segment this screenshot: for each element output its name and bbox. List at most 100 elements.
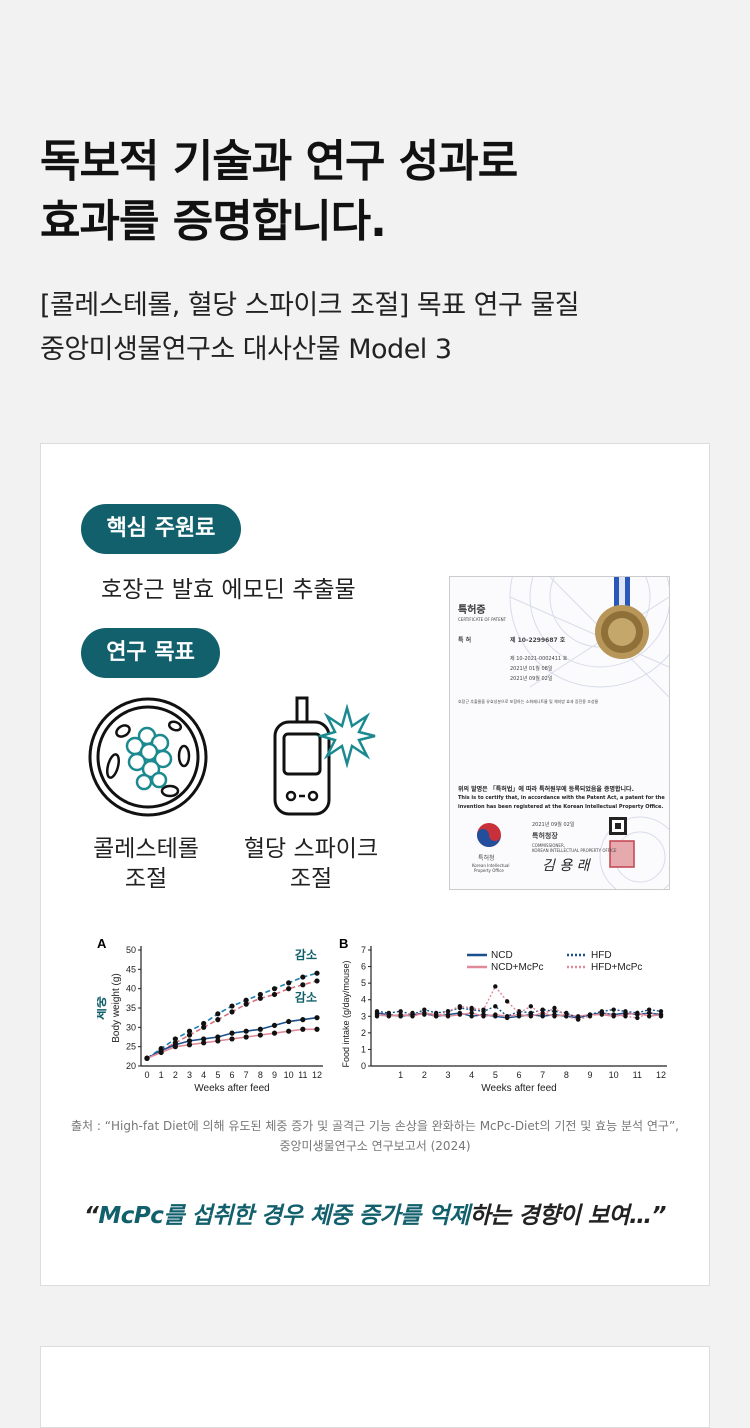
chart-a-annotation-decrease-1: 감소 (295, 947, 317, 962)
chart-a-y-tick-label: 30 (126, 1022, 136, 1032)
chart-a-x-tick-label: 7 (244, 1070, 249, 1080)
quote-rest: 하는 경향이 보여…” (469, 1203, 667, 1229)
patent-office-en-2: KOREAN INTELLECTUAL PROPERTY OFFICE (532, 848, 617, 853)
chart-a-point (201, 1024, 207, 1030)
chart-a-point (314, 1026, 320, 1032)
chart-b-point (528, 1004, 534, 1009)
chart-b-x-label: Weeks after feed (481, 1083, 556, 1094)
chart-b-point (528, 1010, 534, 1016)
chart-b-y-tick-label: 6 (361, 962, 366, 972)
page-headline: 독보적 기술과 연구 성과로 효과를 증명합니다. (40, 132, 518, 252)
goal-glucose-line-1: 혈당 스파이크 (243, 836, 379, 862)
chart-b-x-tick-label: 2 (422, 1070, 427, 1080)
chart-a-point (271, 991, 278, 998)
chart-a-point (201, 1036, 207, 1042)
patent-agency: 특허청 (478, 855, 495, 862)
chart-a-point (286, 1018, 292, 1025)
chart-b-point (623, 1014, 628, 1019)
chart-b-point (410, 1010, 415, 1016)
chart-a-x-tick-label: 3 (187, 1070, 192, 1080)
chart-b-point (587, 1014, 593, 1019)
patent-invention: 호장근 추출물을 유효성분으로 포함하는 소화제나트륨 및 체지방 효과 증진용… (458, 699, 599, 704)
chart-b-y-tick-label: 3 (361, 1011, 366, 1021)
chart-a-point (215, 1011, 221, 1017)
chart-b-point (552, 1005, 557, 1011)
chart-a-x-tick-label: 4 (201, 1070, 206, 1080)
chart-b-point (528, 1014, 534, 1019)
core-ingredient-badge: 핵심 주원료 (81, 504, 241, 554)
source-line-2: 중앙미생물연구소 연구보고서 (2024) (279, 1139, 471, 1153)
patent-agency-en-1: Korean Intellectual (472, 863, 510, 868)
chart-b-point (635, 1010, 640, 1016)
glucose-meter-icon (273, 696, 376, 816)
chart-a-point (257, 1032, 263, 1038)
next-card (40, 1346, 710, 1428)
chart-a-point (144, 1055, 150, 1061)
headline-line-1: 독보적 기술과 연구 성과로 (40, 136, 518, 187)
chart-a-y-tick-label: 45 (126, 964, 136, 974)
chart-b-point (374, 1014, 380, 1019)
quote-open: “ (84, 1203, 99, 1229)
chart-b-point (552, 1009, 557, 1014)
chart-a-point (186, 1028, 193, 1034)
chart-b-point (398, 1014, 403, 1019)
patent-background (477, 577, 669, 889)
research-goal-badge: 연구 목표 (81, 628, 220, 678)
patent-statement-en-1: This is to certify that, in accordance w… (458, 795, 665, 801)
chart-a-x-tick-label: 8 (258, 1070, 263, 1080)
patent-issue-date: 2021년 09월 02일 (532, 822, 575, 828)
goal-cholesterol-line-1: 콜레스테롤 (93, 836, 199, 862)
chart-a-point (243, 1001, 249, 1007)
chart-b-point (658, 1014, 664, 1019)
chart-b-point (422, 1012, 427, 1017)
chart-b-panel-label: B (339, 936, 348, 951)
chart-b-point (469, 1010, 474, 1016)
chart-b-x-tick-label: 10 (609, 1070, 619, 1080)
goal-cholesterol-line-2: 조절 (124, 866, 168, 892)
patent-number-label: 특 허 (458, 637, 472, 644)
patent-statement-en-2: invention has been registered at the Kor… (458, 804, 664, 810)
chart-a-point (243, 1034, 249, 1040)
chart-b-point (445, 1009, 451, 1014)
research-card: 핵심 주원료 호장근 발효 에모딘 추출물 연구 목표 콜레스테롤 조절 혈당 … (40, 443, 710, 1286)
source-citation: 출처 : “High-fat Diet에 의해 유도된 체중 증가 및 골격근 … (41, 1116, 709, 1156)
chart-a-point (243, 997, 249, 1003)
chart-b-x-tick-label: 7 (540, 1070, 545, 1080)
chart-a-x-tick-label: 10 (284, 1070, 294, 1080)
chart-b-point (635, 1015, 640, 1021)
patent-office-en-1: COMMISSIONER, (532, 843, 565, 848)
chart-b-x-tick-label: 3 (445, 1070, 450, 1080)
chart-b-x-tick-label: 5 (493, 1070, 498, 1080)
chart-b-legend-label: NCD (491, 950, 513, 961)
chart-b-legend-label: NCD+McPc (491, 962, 544, 973)
patent-date-1: 2021년 01월 08일 (510, 666, 553, 672)
source-line-1: 출처 : “High-fat Diet에 의해 유도된 체중 증가 및 골격근 … (71, 1119, 679, 1133)
chart-a-point (300, 1026, 306, 1032)
chart-b-point (445, 1014, 451, 1019)
headline-line-2: 효과를 증명합니다. (40, 196, 387, 247)
subheading-line-2: 중앙미생물연구소 대사산물 Model 3 (40, 334, 452, 365)
chart-a-x-tick-label: 2 (173, 1070, 178, 1080)
chart-b-point (540, 1007, 545, 1012)
chart-a-y-tick-label: 25 (126, 1042, 136, 1052)
chart-b-legend-label: HFD+McPc (591, 962, 642, 973)
chart-b-point (552, 1014, 557, 1019)
chart-b-point (611, 1012, 616, 1017)
patent-agency-en-2: Property Office (474, 868, 504, 873)
chart-b-x-tick-label: 11 (633, 1070, 642, 1080)
chart-a-point (314, 970, 320, 976)
chart-b-x-tick-label: 12 (656, 1070, 666, 1080)
patent-signature: 김 용 래 (542, 858, 590, 874)
chart-a-point (229, 1009, 235, 1015)
chart-a-point (229, 1003, 235, 1009)
chart-b-point (493, 1012, 498, 1017)
patent-statement-ko: 위의 발명은 「특허법」에 따라 특허원부에 등록되었음을 증명합니다. (458, 786, 634, 793)
chart-a-point (257, 1026, 263, 1032)
chart-a-point (271, 1030, 278, 1036)
chart-a-point (186, 1038, 193, 1044)
chart-b-y-tick-label: 0 (361, 1061, 366, 1071)
goal-glucose-line-2: 조절 (289, 866, 333, 892)
result-quote: “McPc를 섭취한 경우 체중 증가를 억제하는 경향이 보여…” (41, 1196, 709, 1230)
chart-a-point (172, 1036, 178, 1042)
